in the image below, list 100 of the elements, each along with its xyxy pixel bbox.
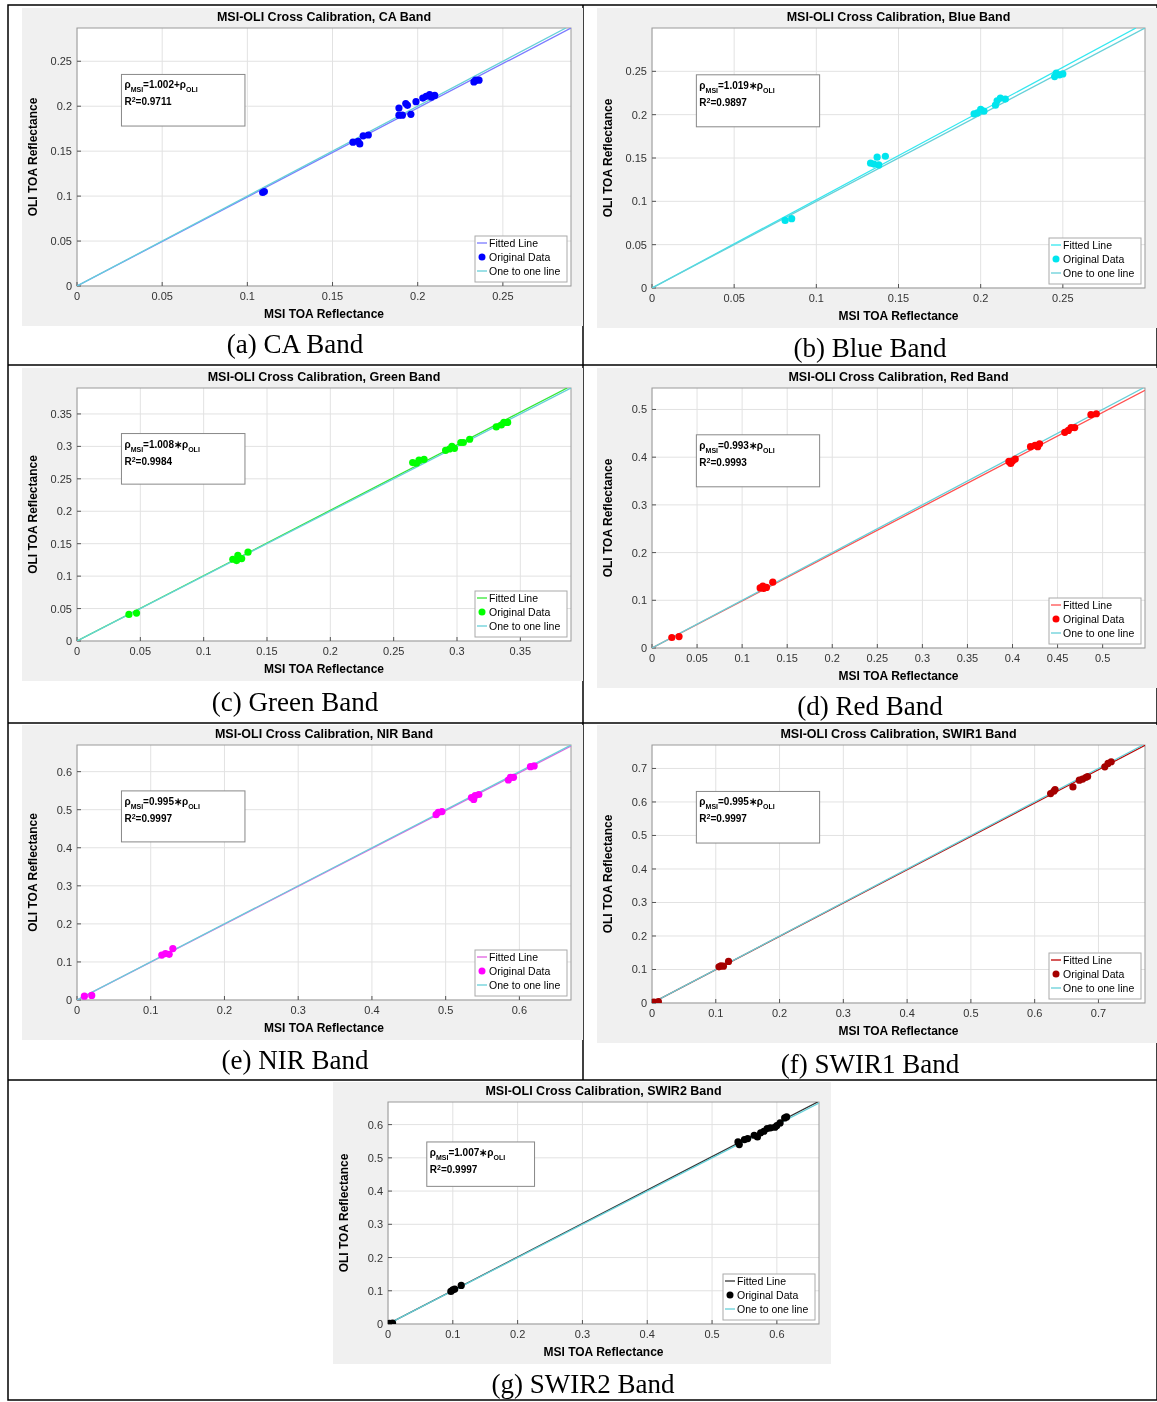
x-tick-label: 0.1 [734,652,750,664]
chart-title: MSI-OLI Cross Calibration, NIR Band [214,727,434,741]
x-tick-label: 0.1 [445,1328,461,1340]
y-tick-label: 0 [65,635,72,647]
x-tick-label: 0 [73,1004,81,1016]
x-tick-label: 0.1 [196,645,212,657]
x-tick-label: 0.1 [239,290,255,302]
x-tick-label: 0.5 [963,1007,979,1019]
y-tick-label: 0.5 [631,829,647,842]
x-tick-label: 0.25 [492,290,514,302]
text: (a) CA Band [226,329,364,359]
x-axis-title: MSI TOA Reflectance [838,309,959,323]
y-tick-label: 0.1 [631,594,647,607]
legend-label: One to one line [737,1303,809,1315]
legend-label: Original Data [489,965,551,977]
y-tick-label: 0.25 [50,55,72,68]
legend-label: Original Data [489,606,551,618]
chart-title: MSI-OLI Cross Calibration, SWIR1 Band [780,727,1017,741]
annotation: ρ$_{MSI}$=1.002+ρ$_{OLI}$ [124,79,198,93]
x-tick-label: 0.2 [824,652,840,664]
y-tick-label: 0.25 [50,472,72,485]
x-tick-label: 0.6 [769,1328,785,1340]
y-axis-title: OLI TOA Reflectance [337,1153,351,1273]
x-tick-label: 0.2 [216,1004,233,1016]
y-tick-label: 0.4 [367,1185,383,1198]
y-tick-label: 0.05 [50,602,72,615]
y-tick-label: 0.1 [631,963,647,976]
legend-label: Fitted Line [489,951,539,963]
y-tick-label: 0.1 [367,1284,383,1297]
text: (g) SWIR2 Band [491,1369,675,1399]
x-axis-title: MSI TOA Reflectance [543,1345,664,1359]
text: (e) NIR Band [221,1045,369,1075]
y-tick-label: 0.05 [625,238,647,251]
x-axis-title: MSI TOA Reflectance [838,669,959,683]
y-tick-label: 0.4 [631,451,647,464]
y-tick-label: 0 [376,1318,383,1330]
x-tick-label: 0.05 [686,652,708,664]
y-tick-label: 0.3 [631,498,647,511]
x-tick-label: 0.1 [143,1004,159,1016]
x-tick-label: 0.3 [449,645,465,657]
y-tick-label: 0.2 [631,108,647,121]
x-tick-label: 0.2 [410,290,426,302]
y-tick-label: 0.2 [631,546,647,559]
y-tick-label: 0.5 [56,803,72,816]
y-tick-label: 0.4 [56,841,72,854]
x-tick-label: 0.3 [574,1328,591,1340]
y-tick-label: 0 [65,994,72,1006]
text: (c) Green Band [211,687,379,717]
annotation: R$^{2}$=0.9984 [124,455,173,467]
y-axis-title: OLI TOA Reflectance [601,98,615,218]
legend-label: Fitted Line [489,237,539,249]
x-tick-label: 0.4 [899,1007,915,1019]
y-tick-label: 0 [640,282,647,294]
y-tick-label: 0.05 [50,235,72,248]
x-tick-label: 0 [648,292,656,304]
x-tick-label: 0.15 [321,290,344,302]
y-tick-label: 0.3 [367,1218,383,1231]
x-tick-label: 0.4 [1004,652,1021,664]
legend-label: One to one line [489,265,561,277]
y-tick-label: 0.2 [56,917,72,930]
y-tick-label: 0.5 [367,1151,383,1164]
legend-label: One to one line [1063,267,1135,279]
legend-label: Original Data [1063,253,1125,265]
chart-title: MSI-OLI Cross Calibration, Green Band [207,370,441,384]
y-axis-title: OLI TOA Reflectance [26,812,40,932]
x-tick-label: 0.7 [1090,1007,1107,1019]
x-tick-label: 0.35 [956,652,979,664]
x-tick-label: 0 [73,290,81,302]
legend-label: Fitted Line [1063,239,1113,251]
x-tick-label: 0 [73,645,81,657]
x-axis-title: MSI TOA Reflectance [263,1021,385,1035]
x-tick-label: 0.05 [129,645,152,657]
x-tick-label: 0.2 [322,645,338,657]
y-tick-label: 0.2 [631,929,647,942]
text: (b) Blue Band [793,333,947,363]
y-tick-label: 0.1 [56,955,72,968]
y-tick-label: 0.35 [50,407,72,420]
y-tick-label: 0.1 [56,570,72,583]
text: (f) SWIR1 Band [780,1049,960,1079]
x-tick-label: 0.15 [887,292,910,304]
legend-label: Fitted Line [1063,599,1113,611]
x-tick-label: 0.2 [973,292,989,304]
chart-title: MSI-OLI Cross Calibration, Red Band [788,370,1009,384]
x-tick-label: 0.15 [776,652,798,664]
annotation: ρ$_{MSI}$=1.008∗ρ$_{OLI}$ [124,438,200,453]
x-tick-label: 0.05 [723,292,745,304]
legend-label: Fitted Line [1063,954,1113,966]
y-tick-label: 0.3 [56,879,72,892]
x-tick-label: 0.15 [256,645,278,657]
y-tick-label: 0.6 [56,765,72,778]
y-tick-label: 0.5 [631,403,647,416]
y-tick-label: 0.6 [631,795,647,808]
x-tick-label: 0.45 [1046,652,1069,664]
annotation: R$^{2}$=0.9993 [699,456,748,468]
annotation: R$^{2}$=0.9711 [124,95,172,108]
y-tick-label: 0.15 [50,537,72,550]
y-tick-label: 0.1 [631,195,647,208]
y-tick-label: 0.4 [631,862,647,875]
annotation: ρ$_{MSI}$=0.995∗ρ$_{OLI}$ [699,796,775,810]
x-tick-label: 0.5 [1094,652,1111,664]
